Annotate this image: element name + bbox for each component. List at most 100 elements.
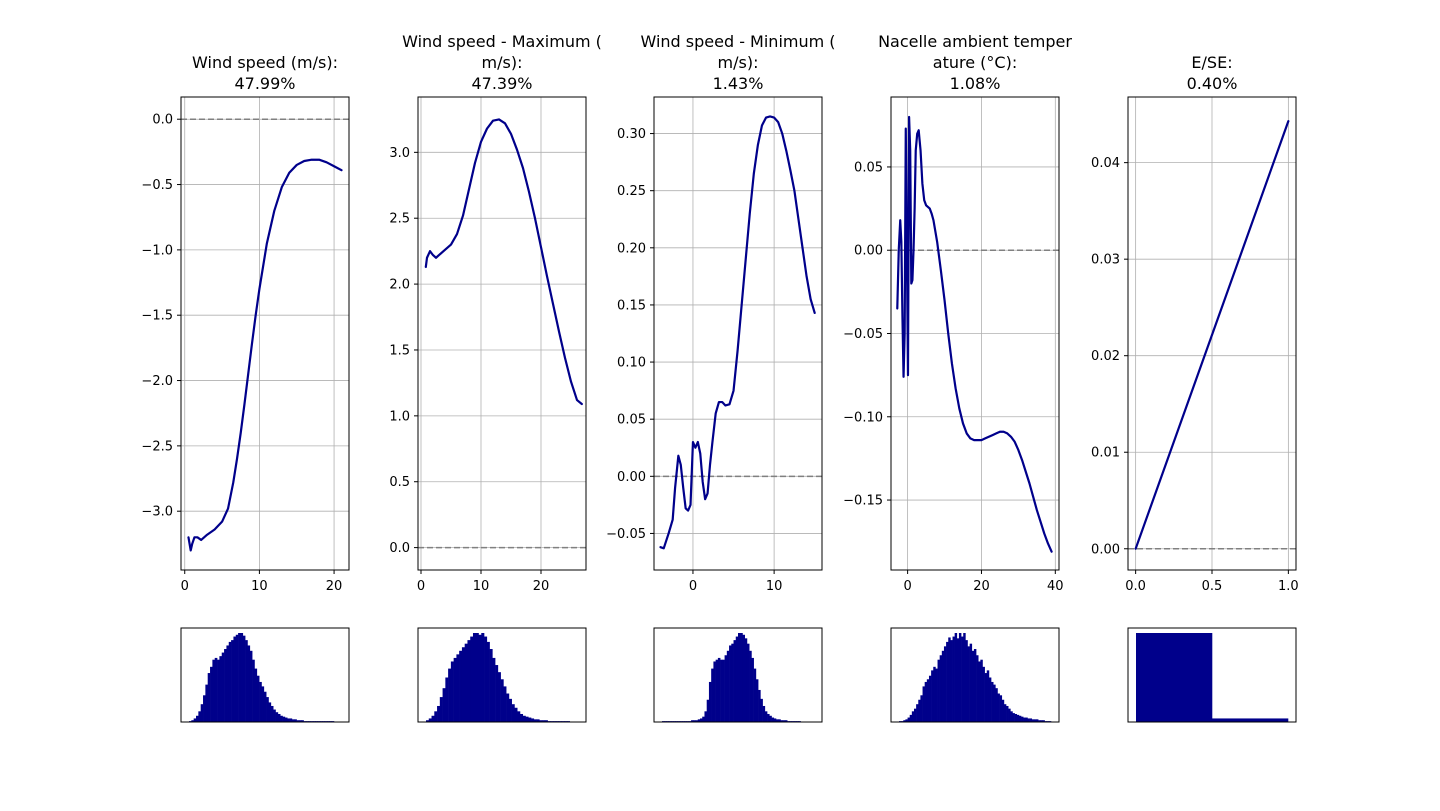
histogram-bar <box>205 684 209 722</box>
histogram-bar <box>1023 717 1026 722</box>
histogram-bar <box>266 697 269 722</box>
histogram-bar <box>294 719 297 722</box>
histogram-bar <box>533 719 537 722</box>
histogram-bar <box>475 633 479 722</box>
histogram-bar <box>1212 718 1289 722</box>
histogram-bar <box>426 720 430 722</box>
x-tick-label: 20 <box>326 579 343 594</box>
histogram-bar <box>738 633 741 722</box>
histogram-bar <box>941 650 945 722</box>
histogram-bar <box>986 670 990 722</box>
histogram-bar <box>1001 699 1005 722</box>
y-tick-label: 0.0 <box>152 113 173 128</box>
histogram-bar <box>1136 633 1213 722</box>
plot-frame <box>180 96 350 571</box>
histogram-bar <box>982 666 985 722</box>
histogram-bar <box>503 686 507 722</box>
histogram-bar <box>296 720 300 722</box>
histogram-bar <box>782 720 786 722</box>
histogram-bar <box>486 641 490 722</box>
y-tick-label: 0.05 <box>617 413 646 428</box>
y-tick-label: 2.5 <box>389 212 410 227</box>
histogram-bar <box>289 718 293 722</box>
histogram-bar <box>439 697 443 722</box>
histogram-bar <box>978 661 981 722</box>
histogram-bar <box>749 650 752 722</box>
y-tick-label: 2.0 <box>389 278 410 293</box>
histogram-bar <box>464 643 468 722</box>
histogram-bar <box>691 720 694 722</box>
y-tick-label: 3.0 <box>389 146 410 161</box>
histogram-bar <box>762 705 766 722</box>
y-tick-label: −0.10 <box>843 410 883 425</box>
histogram-bar <box>717 657 721 722</box>
histogram-bar <box>956 638 960 722</box>
histogram-bar <box>481 633 485 722</box>
histogram-bar <box>735 636 739 722</box>
histogram-bar <box>544 720 548 722</box>
histogram-bar <box>907 717 911 722</box>
histogram-bar <box>470 636 474 722</box>
histogram-bar <box>984 673 988 722</box>
histogram-bar <box>937 659 940 722</box>
histogram-bar <box>1003 704 1007 722</box>
histogram-bar <box>203 695 206 722</box>
histogram-bar <box>948 637 951 722</box>
histogram-bar <box>744 638 748 722</box>
y-tick-label: 1.5 <box>389 343 410 358</box>
subplot-title-line: 47.99% <box>234 74 295 93</box>
histogram-bar <box>995 688 998 722</box>
y-tick-label: 0.00 <box>1091 542 1120 557</box>
histogram-bar <box>991 681 994 722</box>
histogram-bar <box>235 634 239 722</box>
histogram-bar <box>729 645 732 722</box>
histogram-bar <box>514 707 518 722</box>
histogram-bar <box>214 657 218 722</box>
x-tick-label: 0 <box>903 579 911 594</box>
histogram-frame <box>890 627 1060 723</box>
y-tick-label: 0.05 <box>854 160 883 175</box>
subplot-title-line: 0.40% <box>1187 74 1238 93</box>
histogram-bar <box>506 693 510 722</box>
y-tick-label: −0.05 <box>606 527 646 542</box>
histogram-bar <box>497 672 501 722</box>
histogram-bar <box>961 636 964 722</box>
histogram-bar <box>224 649 227 722</box>
subplot-title-line: Wind speed - Maximum ( <box>402 32 602 51</box>
subplot-title-line: Wind speed (m/s): <box>192 53 338 72</box>
histogram-bar <box>702 716 705 722</box>
x-tick-label: 0 <box>417 579 425 594</box>
subplot-title-line: m/s): <box>718 53 759 72</box>
series-line <box>659 115 816 550</box>
histogram-bar <box>976 655 979 722</box>
histogram-bar <box>282 716 286 722</box>
histogram-bar <box>967 646 970 722</box>
histogram-bar <box>240 633 244 722</box>
histogram-bar <box>301 720 304 722</box>
histogram-bar <box>760 698 763 722</box>
histogram-bar <box>965 640 968 722</box>
histogram-bar <box>731 643 734 722</box>
histogram-bar <box>542 720 546 722</box>
y-tick-label: 0.0 <box>389 541 410 556</box>
series-line <box>1134 120 1290 550</box>
histogram-bar <box>740 633 743 722</box>
histogram-bar <box>226 645 230 722</box>
histogram-bar <box>448 668 452 722</box>
subplot-1: 0 10 20 0.0 −0.5 −1.0 −1.5 −2.0 −2.5 −3.0 Wind spe… <box>141 53 350 723</box>
histogram-bar <box>943 646 947 722</box>
y-tick-label: −0.15 <box>843 494 883 509</box>
histogram-bar <box>191 720 194 722</box>
histogram-bar <box>1031 719 1035 722</box>
histogram-bar <box>922 686 925 722</box>
histogram-bar <box>926 679 930 722</box>
histogram-bar <box>484 636 488 722</box>
subplot-5: 0.0 0.5 1.0 0.00 0.01 0.02 0.03 0.04 E/SE: 0.40% <box>1091 53 1299 723</box>
histogram-bar <box>1010 711 1013 722</box>
histogram-bar <box>963 633 966 722</box>
histogram-bar <box>952 636 955 722</box>
histogram-bar <box>431 715 435 722</box>
histogram-bar <box>442 688 446 722</box>
x-tick-label: 20 <box>533 579 550 594</box>
x-tick-label: 40 <box>1047 579 1064 594</box>
